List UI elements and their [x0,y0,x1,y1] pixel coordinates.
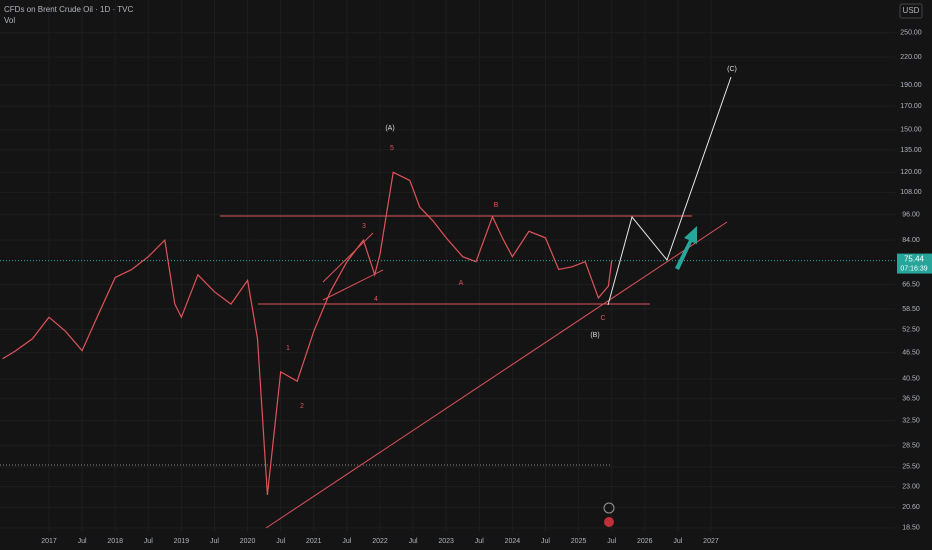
y-tick-label: 66.50 [902,281,920,288]
x-tick-label: 2019 [174,538,190,545]
x-tick-label: Jul [673,538,682,545]
subtitle: Vol [4,16,15,25]
last-price-label: 75.44 [904,255,925,264]
y-tick-label: 46.50 [902,349,920,356]
drawings [0,76,895,529]
x-tick-label: Jul [210,538,219,545]
wave-label: A [459,280,464,287]
chart-title: CFDs on Brent Crude Oil · 1D · TVC [4,5,133,14]
x-tick-label: 2024 [505,538,521,545]
arrow [675,226,697,270]
x-tick-label: Jul [342,538,351,545]
y-tick-label: 52.50 [902,326,920,333]
wave-label: C [600,315,605,322]
y-tick-label: 250.00 [900,30,922,37]
currency-box[interactable] [899,3,923,19]
y-tick-label: 18.50 [902,525,920,532]
y-tick-label: 32.50 [902,418,920,425]
x-tick-label: 2023 [438,538,454,545]
price-axis [895,0,932,550]
event-icon[interactable] [603,502,615,514]
x-tick-label: 2026 [637,538,653,545]
trend-line [265,221,728,529]
channel-line [322,232,374,283]
price-line [2,171,613,495]
x-tick-label: Jul [541,538,550,545]
y-tick-label: 36.50 [902,395,920,402]
x-tick-label: Jul [475,538,484,545]
currency[interactable]: USD [903,6,920,15]
y-tick-label: 96.00 [902,212,920,219]
y-tick-label: 28.50 [902,443,920,450]
y-tick-label: 135.00 [900,147,922,154]
projection [607,76,732,306]
y-tick-label: 190.00 [900,82,922,89]
y-tick-label: 150.00 [900,127,922,134]
y-tick-label: 58.50 [902,306,920,313]
x-tick-label: 2017 [41,538,57,545]
wave-label: B [494,202,499,209]
event-icon[interactable] [604,517,614,527]
wave-label: 2 [300,403,304,410]
wave-label: (A) [385,125,394,132]
x-tick-label: Jul [409,538,418,545]
x-tick-label: Jul [607,538,616,545]
x-tick-label: 2022 [372,538,388,545]
x-tick-label: 2021 [306,538,322,545]
x-tick-label: 2020 [240,538,256,545]
y-tick-label: 20.60 [902,504,920,511]
y-tick-label: 170.00 [900,103,922,110]
y-tick-label: 84.00 [902,237,920,244]
x-tick-label: 2027 [703,538,719,545]
wave-label: 4 [374,296,378,303]
y-tick-label: 25.50 [902,464,920,471]
wave-label: (B) [590,332,599,339]
x-tick-label: Jul [78,538,87,545]
x-tick-label: Jul [276,538,285,545]
wave-label: 3 [362,223,366,230]
wave-label: 5 [390,145,394,152]
last-price-box [897,253,932,274]
y-tick-label: 120.00 [900,169,922,176]
wave-label: 1 [286,345,290,352]
x-tick-label: Jul [144,538,153,545]
channel-line [322,269,384,301]
wave-label: (C) [727,66,737,73]
grid [0,0,895,532]
countdown: 07:16:39 [900,265,927,272]
x-tick-label: 2018 [107,538,123,545]
y-tick-label: 40.50 [902,376,920,383]
x-tick-label: 2025 [571,538,587,545]
y-tick-label: 23.00 [902,483,920,490]
y-tick-label: 108.00 [900,189,922,196]
y-tick-label: 220.00 [900,54,922,61]
